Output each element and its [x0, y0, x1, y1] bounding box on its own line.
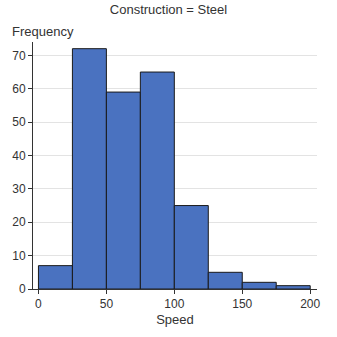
- svg-text:10: 10: [12, 249, 26, 263]
- svg-text:50: 50: [100, 297, 114, 311]
- svg-text:60: 60: [12, 82, 26, 96]
- svg-text:40: 40: [12, 149, 26, 163]
- svg-text:100: 100: [164, 297, 184, 311]
- svg-text:200: 200: [300, 297, 320, 311]
- svg-text:Construction = Steel: Construction = Steel: [110, 2, 228, 17]
- svg-text:0: 0: [35, 297, 42, 311]
- svg-text:20: 20: [12, 215, 26, 229]
- svg-text:50: 50: [12, 115, 26, 129]
- svg-text:70: 70: [12, 49, 26, 63]
- svg-text:0: 0: [19, 282, 26, 296]
- svg-text:150: 150: [232, 297, 252, 311]
- svg-text:30: 30: [12, 182, 26, 196]
- svg-text:Frequency: Frequency: [12, 24, 74, 39]
- svg-text:Speed: Speed: [156, 312, 194, 327]
